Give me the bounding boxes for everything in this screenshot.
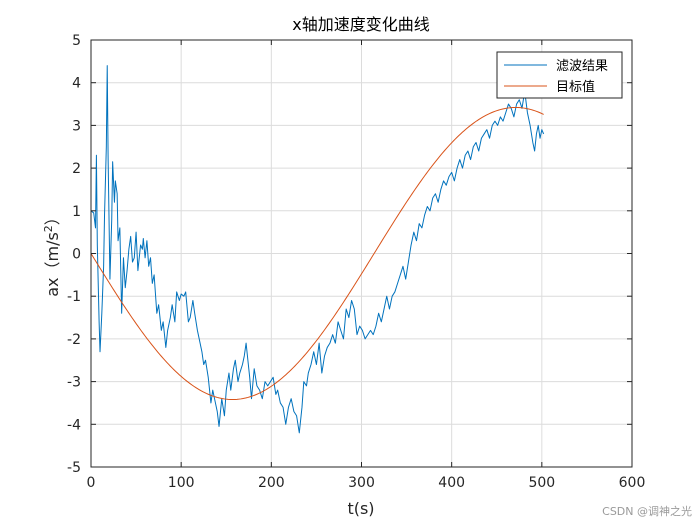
tick-marks: [90, 39, 633, 468]
series-line-filtered: [90, 65, 545, 434]
y-tick-label: -3: [67, 375, 81, 391]
series-layer: [90, 65, 545, 434]
legend: 滤波结果 目标值: [496, 51, 623, 99]
y-tick-label: 2: [72, 161, 81, 177]
tick-labels: 0 100 200 300 400 500 600 -5 -4 -3 -2 -1 0 1 2 3 4 5: [67, 33, 645, 491]
y-tick-label: -1: [67, 289, 81, 305]
y-axis-label-sup: 2: [42, 225, 55, 232]
x-tick-label: 500: [528, 475, 555, 491]
x-axis-label: t(s): [347, 499, 374, 518]
x-tick-label: 400: [438, 475, 465, 491]
y-tick-label: 0: [72, 247, 81, 263]
y-axis-label: ax（m/s2）: [42, 209, 63, 297]
watermark: CSDN @调神之光: [602, 505, 692, 518]
series-line-target: [90, 106, 544, 401]
x-tick-label: 300: [348, 475, 375, 491]
x-tick-label: 200: [258, 475, 285, 491]
y-tick-label: -4: [67, 417, 81, 433]
y-axis-label-base: ax（m/s: [43, 232, 62, 297]
chart-title: x轴加速度变化曲线: [292, 15, 429, 34]
y-tick-label: 4: [72, 76, 81, 92]
legend-label-target: 目标值: [556, 79, 595, 95]
y-axis-label-end: ）: [43, 209, 62, 225]
y-tick-label: -2: [67, 332, 81, 348]
y-tick-label: 1: [72, 204, 81, 220]
legend-label-filtered: 滤波结果: [556, 59, 608, 74]
x-tick-label: 100: [168, 475, 195, 491]
gridlines: [91, 40, 632, 467]
y-tick-label: 5: [72, 33, 81, 49]
legend-box: [496, 51, 623, 99]
x-tick-label: 0: [87, 475, 96, 491]
y-tick-label: 3: [72, 118, 81, 134]
x-tick-label: 600: [619, 475, 646, 491]
y-tick-label: -5: [67, 460, 81, 476]
